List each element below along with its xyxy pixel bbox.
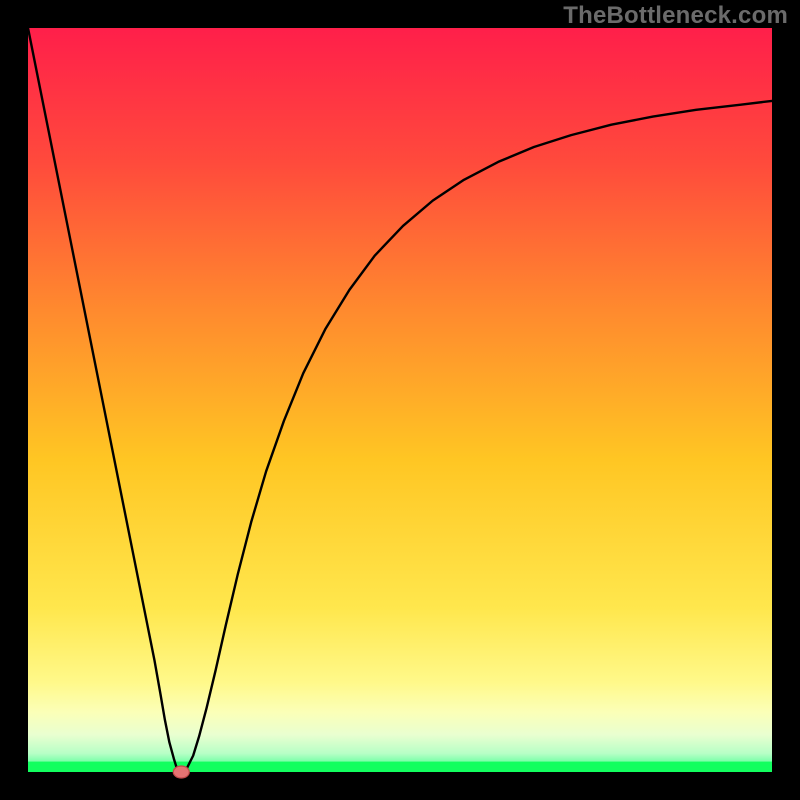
chart-stage: TheBottleneck.com <box>0 0 800 800</box>
minimum-marker <box>173 766 189 778</box>
plot-background <box>28 28 772 772</box>
bottleneck-chart <box>0 0 800 800</box>
baseline-band <box>28 762 772 772</box>
watermark-text: TheBottleneck.com <box>563 2 788 30</box>
